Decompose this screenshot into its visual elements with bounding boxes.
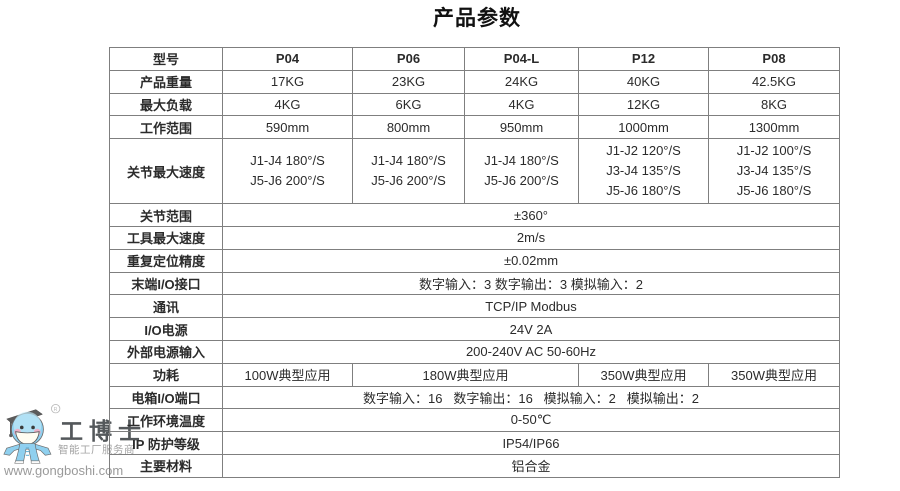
- svg-text:R: R: [54, 407, 58, 413]
